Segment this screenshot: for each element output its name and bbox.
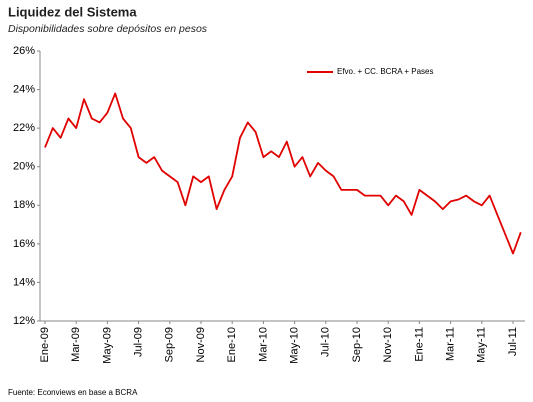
y-tick-label: 26% <box>13 45 35 57</box>
y-tick-label: 22% <box>13 122 35 134</box>
x-tick-label: Sep-09 <box>164 327 176 362</box>
x-tick-label: Mar-09 <box>70 327 82 362</box>
y-tick-label: 12% <box>13 315 35 327</box>
x-tick-label: Ene-11 <box>413 327 425 362</box>
y-tick-label: 18% <box>13 199 35 211</box>
legend-label: Efvo. + CC. BCRA + Pases <box>337 67 433 76</box>
x-tick-label: Jul-10 <box>320 327 332 357</box>
chart-title: Liquidez del Sistema <box>8 4 137 19</box>
x-tick-label: Nov-10 <box>382 327 394 362</box>
data-line <box>44 92 522 255</box>
y-tick-label: 14% <box>13 276 35 288</box>
x-tick-label: Jul-09 <box>133 327 145 357</box>
chart-subtitle: Disponibilidades sobre depósitos en peso… <box>8 23 208 35</box>
y-tick-label: 16% <box>13 238 35 250</box>
x-tick-label: Sep-10 <box>351 327 363 362</box>
x-tick-label: Jul-11 <box>507 327 519 356</box>
x-tick-label: May-10 <box>289 327 301 364</box>
x-tick-label: Mar-10 <box>257 327 269 362</box>
y-tick-label: 20% <box>13 161 35 173</box>
y-tick-label: 24% <box>13 83 35 95</box>
x-tick-label: Nov-09 <box>195 327 207 362</box>
x-tick-label: May-11 <box>476 327 488 363</box>
x-tick-label: Ene-09 <box>39 327 51 362</box>
x-tick-label: Mar-11 <box>445 327 457 361</box>
source-note: Fuente: Econviews en base a BCRA <box>8 388 138 397</box>
x-tick-label: Ene-10 <box>226 327 238 362</box>
x-tick-label: May-09 <box>101 327 113 364</box>
